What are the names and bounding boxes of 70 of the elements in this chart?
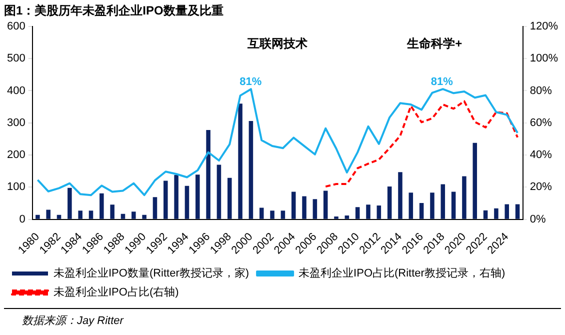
bar: [408, 192, 414, 219]
bar: [291, 192, 296, 219]
chart-title: 图1：美股历年未盈利企业IPO数量及比重: [4, 4, 224, 18]
bar: [366, 204, 370, 219]
bar: [515, 204, 520, 219]
y-tick-label: 300: [6, 116, 26, 129]
legend-label: 未盈利企业IPO占比(Ritter教授记录，右轴): [298, 266, 506, 280]
bar: [270, 210, 274, 219]
source-note: 数据来源：Jay Ritter: [4, 308, 561, 332]
y-tick-label: 100: [6, 181, 26, 194]
bar: [504, 204, 510, 219]
bar: [376, 206, 382, 219]
bar: [227, 178, 232, 219]
bar: [78, 210, 82, 219]
y-tick-label: 500: [6, 52, 26, 65]
y2-tick-label: 120%: [530, 20, 558, 32]
bar: [164, 180, 168, 219]
bar: [323, 190, 328, 219]
bar: [142, 214, 146, 219]
y2-tick-label: 60%: [530, 116, 552, 129]
legend-label: 未盈利企业IPO占比(右轴): [54, 286, 179, 299]
bar: [259, 208, 264, 219]
bar: [238, 104, 242, 219]
bar: [196, 174, 200, 219]
bar: [302, 196, 306, 219]
bar: [334, 216, 338, 219]
bar: [387, 186, 392, 219]
legend-label: 未盈利企业IPO数量(Ritter教授记录，家): [54, 266, 250, 280]
bar: [451, 192, 456, 219]
bar: [120, 214, 126, 219]
bar: [132, 212, 136, 219]
y-tick-label: 0: [19, 213, 26, 226]
bar: [312, 199, 318, 219]
bar: [216, 164, 222, 219]
bar: [494, 208, 498, 219]
bar: [280, 210, 286, 219]
bar: [100, 193, 104, 219]
bar: [46, 210, 50, 219]
y2-tick-label: 80%: [530, 84, 552, 97]
bar: [483, 210, 488, 219]
bar: [184, 186, 190, 219]
bar: [430, 192, 434, 219]
annotation: 互联网技术: [246, 36, 308, 51]
bar: [68, 188, 72, 219]
line-series: [324, 100, 519, 188]
bar: [440, 184, 446, 219]
annotation: 生命科学+: [406, 36, 462, 51]
bar: [462, 176, 466, 219]
y-tick-label: 400: [6, 84, 26, 97]
bar: [88, 210, 94, 219]
bar: [248, 120, 254, 219]
y-tick-label: 600: [6, 20, 26, 32]
y2-tick-label: 0%: [530, 213, 546, 226]
bar: [110, 204, 114, 219]
bar: [174, 174, 178, 219]
bar: [344, 216, 350, 219]
bar: [472, 142, 478, 219]
y2-tick-label: 20%: [530, 181, 552, 194]
annotation: 81%: [240, 76, 262, 88]
bar: [206, 130, 210, 219]
y-tick-label: 200: [6, 149, 26, 162]
annotation: 81%: [430, 76, 454, 88]
bar: [398, 172, 402, 219]
bar: [56, 214, 62, 219]
bar: [152, 197, 158, 219]
bar: [419, 202, 424, 219]
bar: [355, 207, 360, 219]
y2-tick-label: 40%: [530, 149, 552, 162]
y2-tick-label: 100%: [530, 52, 558, 65]
bar: [36, 214, 40, 219]
